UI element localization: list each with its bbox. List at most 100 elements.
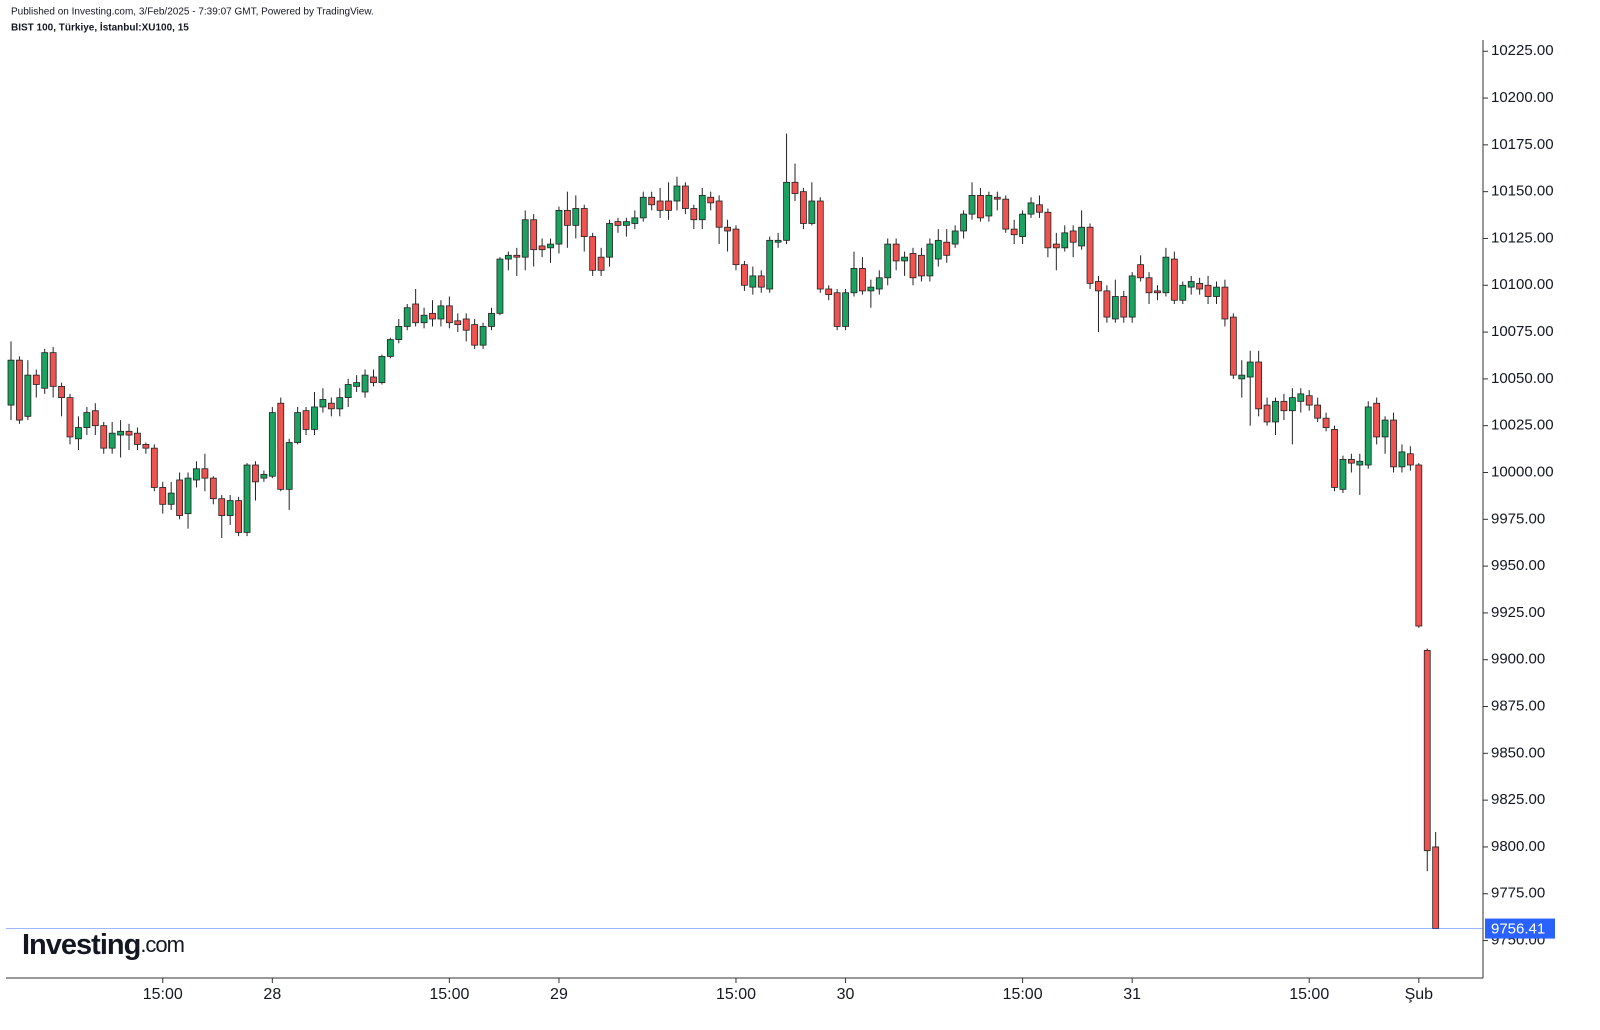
candle-body <box>209 477 217 500</box>
candle-body <box>766 239 774 290</box>
candle-body <box>1061 232 1069 249</box>
candle-body <box>951 230 959 245</box>
candle-body <box>1255 361 1263 410</box>
candle-body <box>513 254 521 258</box>
candle-body <box>412 303 420 324</box>
y-tick-label: 10125.00 <box>1491 229 1554 246</box>
candle-body <box>597 256 605 271</box>
candle-body <box>1145 277 1153 294</box>
candle-body <box>1002 198 1010 230</box>
x-tick-label: 15:00 <box>1003 986 1043 1003</box>
candle-body <box>622 221 630 226</box>
y-tick-label: 10050.00 <box>1491 370 1554 387</box>
candle-body <box>774 239 782 243</box>
candle-body <box>1381 419 1389 438</box>
candle-body <box>378 356 386 384</box>
candle-body <box>488 312 495 327</box>
candle-body <box>24 374 32 417</box>
logo: Investing.com <box>22 929 184 961</box>
candle-body <box>1036 204 1043 213</box>
candle-body <box>909 253 917 279</box>
candle-body <box>252 464 259 483</box>
candle-body <box>16 359 23 421</box>
candle-body <box>1162 256 1170 294</box>
candle-body <box>816 200 824 290</box>
candle-body <box>1078 226 1086 247</box>
candle-body <box>1263 404 1271 423</box>
candle-body <box>1052 243 1060 249</box>
candle-body <box>361 374 369 393</box>
x-tick-label: 31 <box>1123 986 1141 1003</box>
candle-body <box>1297 393 1305 402</box>
candle-body <box>75 427 82 440</box>
x-tick-label: 15:00 <box>143 986 183 1003</box>
y-tick-label: 10225.00 <box>1491 42 1554 59</box>
candle-body <box>968 194 976 215</box>
candle-body <box>530 219 538 251</box>
candle-body <box>1288 397 1296 412</box>
candle-body <box>32 374 40 385</box>
candle-body <box>547 243 554 249</box>
candle-body <box>842 292 849 327</box>
candle-body <box>117 430 124 436</box>
candle-body <box>698 194 706 221</box>
y-tick-label: 10150.00 <box>1491 183 1554 200</box>
candle-body <box>395 326 403 340</box>
candle-body <box>294 412 302 443</box>
candle-body <box>825 288 833 296</box>
candle-body <box>1221 286 1229 320</box>
candle-body <box>1103 290 1111 318</box>
candle-body <box>741 264 748 286</box>
x-tick-label: 28 <box>263 986 281 1003</box>
candle-body <box>1128 275 1136 318</box>
candle-body <box>1170 258 1178 301</box>
y-tick-label: 9925.00 <box>1491 604 1545 621</box>
candle-body <box>496 258 504 314</box>
x-tick-label: 29 <box>550 986 568 1003</box>
candle-body <box>555 209 563 245</box>
chart-subtitle: BIST 100, Türkiye, İstanbul:XU100, 15 <box>11 21 189 34</box>
candle-body <box>892 243 900 262</box>
candle-body <box>1305 395 1313 406</box>
y-tick-label: 10000.00 <box>1491 463 1554 480</box>
candle-body <box>589 236 597 271</box>
y-tick-label: 9950.00 <box>1491 557 1545 574</box>
candle-body <box>353 382 361 387</box>
candle-body <box>1095 281 1102 292</box>
logo-main: Investing <box>22 929 140 961</box>
candle-body <box>724 226 731 232</box>
candle-body <box>656 200 664 211</box>
candle-body <box>707 196 715 204</box>
candle-body <box>302 410 310 430</box>
candle-body <box>420 314 428 324</box>
y-tick-label: 10200.00 <box>1491 89 1554 106</box>
candle-body <box>783 181 790 241</box>
candle-body <box>201 468 209 479</box>
last-price-box <box>1485 918 1555 939</box>
candle-body <box>682 185 689 209</box>
candle-body <box>985 194 993 217</box>
candle-body <box>1213 286 1220 297</box>
candle-body <box>538 245 546 251</box>
candle-body <box>648 196 656 206</box>
y-tick-label: 9850.00 <box>1491 744 1545 761</box>
candle-body <box>218 498 226 516</box>
candle-body <box>370 376 377 384</box>
candle-body <box>41 352 49 389</box>
candle-body <box>1229 316 1237 376</box>
y-tick-label: 10175.00 <box>1491 136 1554 153</box>
candle-body <box>1196 282 1204 290</box>
x-tick-label: 30 <box>837 986 855 1003</box>
candle-body <box>808 200 816 224</box>
candle-body <box>572 208 580 226</box>
candle-body <box>1137 264 1145 279</box>
candle-body <box>1179 284 1187 301</box>
candle-body <box>1238 374 1246 380</box>
x-tick-label: 15:00 <box>429 986 469 1003</box>
candle-body <box>285 442 293 490</box>
y-tick-label: 9775.00 <box>1491 885 1545 902</box>
candle-body <box>1010 228 1018 236</box>
candle-body <box>7 359 15 406</box>
candle-body <box>91 410 99 427</box>
candle-body <box>403 307 411 327</box>
